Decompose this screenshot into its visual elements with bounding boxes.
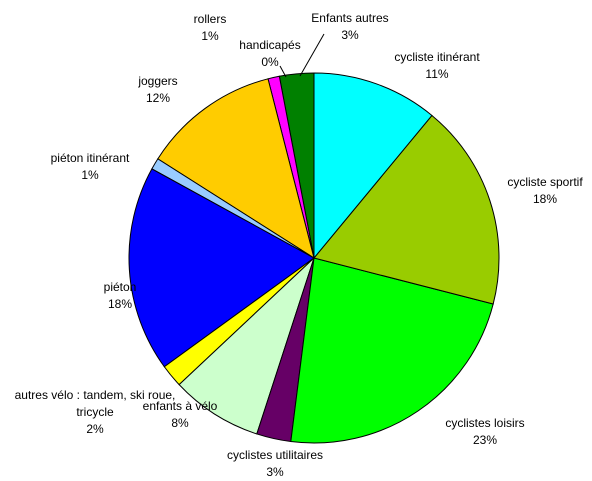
category-name: Enfants autres (311, 11, 389, 25)
value-label: 18% (532, 192, 558, 206)
category-name: rollers (193, 12, 227, 26)
pie-slice (157, 78, 315, 260)
slice-label: cyclistes utilitaires 3% (227, 447, 323, 481)
category-name: joggers (138, 74, 178, 88)
value-label: 1% (201, 29, 219, 43)
leader-line (299, 33, 325, 77)
category-name: piéton itinérant (50, 151, 130, 165)
category-name: cyclistes loisirs (445, 416, 525, 430)
pie-slice (128, 168, 315, 368)
slice-label: Enfants autres 3% (311, 10, 388, 44)
pie-slice (290, 257, 494, 444)
value-label: 3% (341, 28, 359, 42)
value-label: 8% (171, 416, 189, 430)
slice-label: piéton itinérant 1% (51, 150, 130, 184)
value-label: 3% (266, 465, 284, 479)
slice-label: autres vélo : tandem, ski roue, tricycle… (8, 387, 183, 438)
category-name: cycliste sportif (507, 175, 583, 189)
slice-label: handicapés 0% (239, 37, 300, 71)
leader-line (279, 65, 287, 78)
value-label: 12% (145, 91, 171, 105)
category-name: handicapés (239, 38, 301, 52)
slice-label: piéton 18% (104, 279, 137, 313)
slice-label: enfants à vélo 8% (143, 398, 218, 432)
slice-label: rollers 1% (194, 11, 227, 45)
value-label: 11% (425, 67, 449, 81)
slice-label: cycliste sportif 18% (507, 174, 582, 208)
category-name: enfants à vélo (142, 399, 218, 413)
value-label: 18% (107, 297, 133, 311)
slice-label: cyclistes loisirs 23% (445, 415, 524, 449)
slice-label: cycliste itinérant 11% (394, 49, 479, 83)
value-label: 23% (472, 433, 498, 447)
pie-slice (178, 257, 315, 435)
category-name: piéton (103, 280, 137, 294)
value-label: 1% (81, 168, 99, 182)
value-label: 2% (86, 422, 104, 436)
pie-slice (313, 114, 500, 305)
category-name: cycliste itinérant (394, 50, 480, 64)
pie-slice (313, 72, 433, 260)
slice-label: joggers 12% (138, 73, 177, 107)
category-name: cyclistes utilitaires (226, 448, 324, 462)
category-name: autres vélo : tandem, ski roue, tricycle (14, 388, 176, 419)
value-label: 0% (261, 55, 279, 69)
